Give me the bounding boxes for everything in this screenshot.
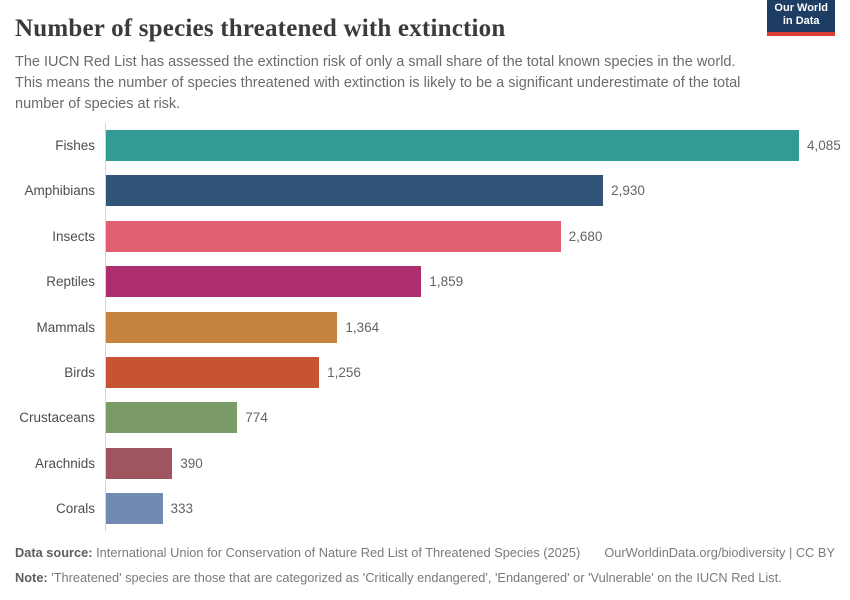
bar-row: Reptiles 1,859 (15, 258, 835, 305)
owid-logo[interactable]: Our World in Data (767, 0, 835, 37)
bar-row: Birds 1,256 (15, 349, 835, 396)
category-label: Amphibians (24, 183, 95, 199)
category-label: Mammals (36, 319, 95, 335)
bar-row: Corals 333 (15, 485, 835, 532)
data-source: Data source: International Union for Con… (15, 544, 580, 561)
value-label: 2,930 (611, 183, 645, 199)
note-text: 'Threatened' species are those that are … (51, 569, 782, 585)
chart-header: Number of species threatened with extinc… (15, 0, 835, 115)
bar[interactable] (106, 356, 320, 388)
bar[interactable] (106, 311, 338, 343)
bar-row: Mammals 1,364 (15, 304, 835, 350)
plot-area: 774 (105, 395, 835, 441)
page-title: Number of species threatened with extinc… (15, 15, 506, 42)
value-label: 390 (180, 455, 203, 471)
category-label: Crustaceans (19, 410, 95, 426)
bar-row: Fishes 4,085 (15, 122, 841, 169)
plot-area: 333 (105, 485, 835, 532)
bar-row: Arachnids 390 (15, 440, 835, 486)
note-label: Note: (15, 569, 48, 585)
value-label: 1,364 (345, 319, 380, 335)
category-label: Insects (52, 228, 95, 244)
plot-area: 1,364 (105, 304, 835, 350)
bar-chart: Fishes 4,085 Amphibians 2,930 Insects 2,680 Re… (15, 122, 841, 532)
owid-link[interactable]: OurWorldinData.org/biodiversity | CC BY (604, 545, 835, 561)
bar-row: Crustaceans 774 (15, 395, 835, 441)
data-source-label: Data source: (15, 545, 93, 561)
owid-logo-line2: in Data (782, 15, 820, 28)
value-label: 1,859 (429, 274, 464, 290)
category-label: Fishes (55, 137, 95, 153)
data-source-text: International Union for Conservation of … (96, 545, 581, 561)
value-label: 2,680 (568, 228, 603, 244)
plot-area: 1,859 (105, 258, 835, 305)
category-label: Birds (64, 364, 95, 380)
plot-area: 390 (105, 440, 835, 486)
plot-area: 1,256 (105, 349, 835, 396)
bar[interactable] (106, 129, 799, 161)
plot-area: 2,680 (105, 213, 835, 259)
value-label: 4,085 (807, 137, 841, 153)
value-label: 333 (170, 501, 194, 517)
value-label: 1,256 (327, 364, 361, 380)
category-label: Arachnids (34, 455, 95, 471)
bar[interactable] (106, 220, 561, 252)
bar-row: Amphibians 2,930 (15, 168, 835, 214)
chart-footer: Data source: International Union for Con… (15, 544, 835, 586)
chart-subtitle: The IUCN Red List has assessed the extin… (15, 53, 741, 112)
bar[interactable] (106, 493, 163, 525)
bar[interactable] (106, 447, 173, 479)
category-label: Reptiles (46, 274, 95, 290)
bar[interactable] (106, 402, 238, 434)
bar[interactable] (106, 266, 422, 298)
plot-area: 2,930 (105, 168, 835, 214)
plot-area: 4,085 (105, 122, 841, 169)
bar-row: Insects 2,680 (15, 213, 835, 259)
category-label: Corals (55, 501, 95, 517)
bar[interactable] (106, 175, 604, 207)
owid-logo-line1: Our World (774, 2, 828, 14)
chart-note: Note: 'Threatened' species are those tha… (15, 569, 835, 586)
value-label: 774 (245, 410, 268, 426)
bar-rows: Fishes 4,085 Amphibians 2,930 Insects 2,680 Re… (15, 122, 841, 532)
